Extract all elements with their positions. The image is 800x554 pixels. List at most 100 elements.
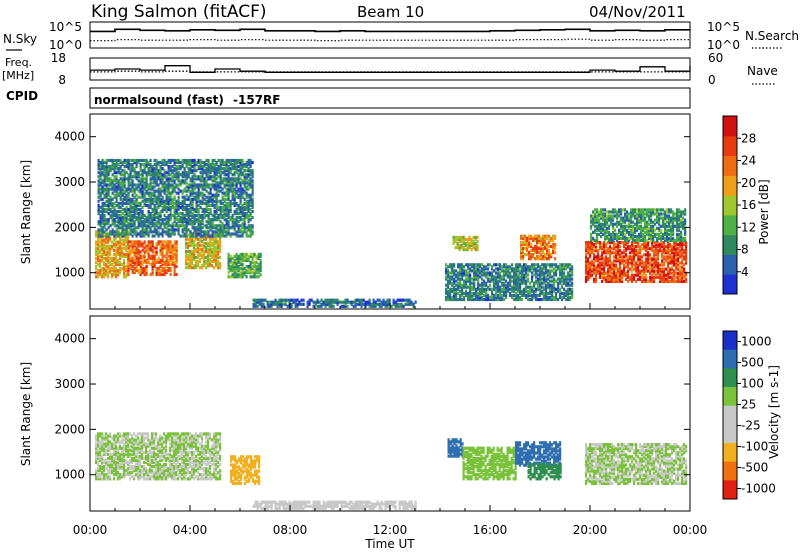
power-cell: [533, 285, 536, 289]
power-cell: [205, 214, 208, 218]
power-cell: [123, 269, 126, 273]
power-cell: [548, 244, 551, 248]
power-cell: [117, 179, 120, 183]
power-cell: [635, 267, 638, 271]
power-cell: [661, 273, 664, 277]
power-cell: [229, 167, 232, 171]
power-cell: [109, 169, 112, 173]
power-cell: [227, 175, 230, 179]
power-cell: [139, 173, 142, 177]
power-cell: [609, 269, 612, 273]
power-cell: [207, 163, 210, 167]
power-cell: [229, 189, 232, 193]
power-cell: [151, 222, 154, 226]
power-cell: [179, 189, 182, 193]
power-cell: [101, 173, 104, 177]
power-cell: [107, 203, 110, 207]
power-cell: [221, 197, 224, 201]
power-cell: [593, 265, 596, 269]
power-cell: [133, 207, 136, 212]
power-cell: [129, 171, 132, 175]
power-cell: [155, 212, 158, 216]
power-cell: [223, 177, 226, 181]
power-cell: [453, 285, 456, 289]
power-cell: [342, 304, 345, 308]
power-cell: [459, 277, 462, 281]
power-cell: [139, 165, 142, 169]
power-cell: [567, 287, 570, 291]
power-cell: [607, 267, 610, 271]
power-cell: [183, 187, 186, 191]
power-cell: [215, 251, 218, 256]
power-cell: [364, 300, 367, 304]
power-cell: [143, 272, 146, 277]
power-cell: [539, 285, 542, 289]
power-cell: [165, 205, 168, 209]
power-cell: [639, 245, 642, 249]
power-cell: [129, 216, 132, 220]
power-cell: [131, 244, 134, 248]
power-cell: [531, 275, 534, 279]
power-cell: [495, 263, 498, 267]
power-cell: [256, 300, 259, 304]
power-cell: [587, 271, 590, 275]
power-cell: [121, 224, 124, 228]
power-cell: [131, 183, 134, 187]
power-cell: [522, 234, 525, 238]
power-cell: [191, 220, 194, 224]
power-cell: [306, 304, 309, 308]
power-cell: [123, 238, 126, 242]
power-cell: [215, 226, 218, 230]
power-cell: [209, 209, 212, 214]
power-cell: [545, 283, 548, 287]
power-cell: [167, 195, 170, 199]
power-cell: [476, 235, 479, 239]
power-cell: [461, 267, 464, 271]
power-cell: [615, 271, 618, 275]
power-cell: [635, 251, 638, 255]
power-cell: [161, 248, 164, 252]
power-cell: [466, 241, 469, 246]
power-cell: [123, 179, 126, 183]
power-cell: [667, 241, 670, 245]
power-cell: [499, 271, 502, 275]
power-cell: [159, 232, 162, 236]
power-cell: [526, 248, 529, 253]
power-cell: [505, 283, 508, 287]
power-cell: [515, 265, 518, 269]
power-cell: [209, 207, 212, 212]
power-cell: [223, 193, 226, 197]
power-cell: [157, 193, 160, 197]
power-cell: [131, 220, 134, 224]
power-cell: [97, 252, 100, 256]
power-cell: [227, 183, 230, 187]
power-cell: [123, 169, 126, 173]
power-cell: [551, 295, 554, 299]
power-cell: [227, 185, 230, 189]
power-cell: [129, 201, 132, 205]
power-cell: [497, 289, 500, 293]
power-cell: [133, 250, 136, 254]
power-cell: [147, 160, 150, 165]
power-cell: [135, 254, 138, 258]
power-cell: [452, 235, 455, 239]
power-cell: [559, 277, 562, 281]
power-cell: [121, 212, 124, 216]
power-cell: [641, 255, 644, 259]
power-cell: [171, 228, 174, 232]
power-cell: [139, 242, 142, 246]
power-cell: [99, 269, 102, 273]
power-cell: [239, 195, 242, 199]
power-cell: [173, 266, 176, 270]
power-cell: [101, 191, 104, 195]
power-cell: [117, 269, 120, 273]
power-cell: [520, 248, 523, 253]
power-cell: [211, 179, 214, 183]
power-cell: [133, 183, 136, 187]
power-cell: [645, 273, 648, 277]
power-cell: [203, 187, 206, 191]
power-cell: [171, 256, 174, 260]
power-cell: [139, 216, 142, 220]
power-cell: [619, 275, 622, 279]
power-cell: [233, 260, 236, 265]
